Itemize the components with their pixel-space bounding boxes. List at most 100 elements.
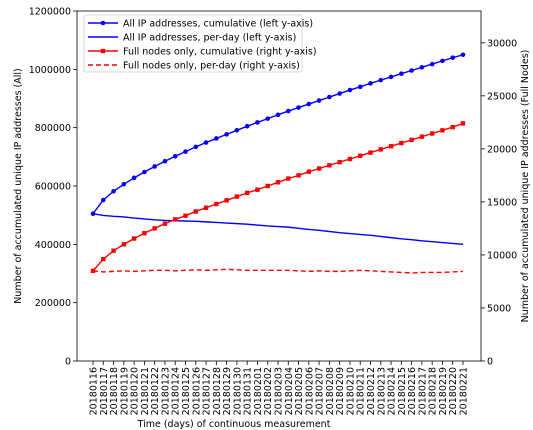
series-1-point (90, 211, 96, 217)
series-3-point (173, 217, 178, 222)
series-3-point (388, 144, 394, 149)
x-tick-label: 20180218 (428, 367, 439, 415)
x-tick-label: 20180208 (325, 367, 336, 415)
right-y-tick-label: 25000 (487, 91, 517, 102)
series-3-point (337, 159, 342, 165)
series-1-point (214, 136, 219, 141)
x-tick-label: 20180129 (222, 367, 233, 415)
right-y-tick-label: 30000 (487, 38, 517, 49)
series-line-2 (92, 213, 464, 246)
right-y-tick-label: 15000 (487, 197, 517, 208)
series-1-point (306, 101, 312, 107)
series-line-4 (92, 268, 464, 274)
series-1-point (388, 74, 394, 80)
left-y-tick-label: 1000000 (29, 65, 71, 76)
series-1-point (368, 81, 373, 86)
series-3-point (131, 236, 137, 241)
x-tick-label: 20180211 (356, 367, 367, 415)
series-3-point (101, 256, 106, 262)
x-tick-label: 20180117 (99, 367, 110, 415)
series-3-point (429, 131, 435, 136)
series-3-point (90, 268, 96, 274)
x-tick-label: 20180123 (160, 367, 171, 415)
x-tick-label: 20180214 (387, 367, 398, 415)
legend-marker-3 (100, 48, 106, 54)
series-1-point (152, 164, 157, 169)
series-3-point (111, 248, 116, 253)
series-1-point (357, 84, 363, 90)
series-1-point (419, 64, 425, 70)
x-tick-label: 20180121 (140, 367, 151, 415)
x-tick-label: 20180125 (181, 367, 192, 415)
series-3-point (214, 201, 219, 207)
left-y-tick-label: 200000 (35, 298, 71, 309)
series-1-point (429, 61, 435, 67)
series-1-point (337, 91, 342, 96)
series-1-point (316, 98, 322, 103)
legend-marker-1 (100, 20, 106, 26)
series-3-point (306, 169, 312, 174)
series-3-point (142, 230, 147, 236)
x-axis: 20180116 20180117 20180118 20180119 20180120… (89, 361, 470, 415)
series-3-point (193, 209, 198, 214)
series-1-point (121, 181, 127, 187)
series-1-point (460, 52, 466, 58)
series-1-point (255, 120, 260, 125)
x-tick-label: 20180209 (335, 367, 346, 415)
series-3-point (255, 187, 260, 192)
series-line-3 (92, 122, 464, 272)
series-3-point (152, 226, 157, 231)
x-tick-label: 20180119 (119, 367, 130, 415)
series-1-point (450, 55, 456, 60)
legend: All IP addresses, cumulative (left y-axi… (83, 14, 317, 73)
x-tick-label: 20180130 (232, 367, 243, 415)
x-tick-label: 20180206 (304, 367, 315, 415)
series-1-point (275, 112, 281, 118)
series-3-point (347, 156, 353, 162)
series-1-point (347, 87, 353, 93)
series-1-point (162, 158, 168, 164)
left-y-axis-label: Number of accumulated unique IP addresse… (13, 68, 24, 303)
series-3-point (265, 183, 270, 189)
series-1-point (409, 68, 414, 73)
x-tick-label: 20180116 (89, 367, 100, 415)
series-1-point (142, 169, 147, 175)
series-1-point (203, 140, 209, 145)
left-y-tick-label: 600000 (35, 182, 71, 193)
x-tick-label: 20180205 (294, 367, 305, 415)
right-y-tick-label: 20000 (487, 144, 517, 155)
left-y-tick-label: 800000 (35, 123, 71, 134)
right-y-tick-label: 0 (487, 357, 493, 368)
series-3-point (419, 134, 425, 139)
series-3-point (234, 194, 240, 199)
right-y-axis: 0 5000 10000 15000 20000 25000 30000 (481, 38, 517, 368)
x-tick-label: 20180207 (315, 367, 326, 415)
x-tick-label: 20180215 (397, 367, 408, 415)
legend-label-2: All IP addresses, per-day (left y-axis) (123, 33, 296, 44)
series-3-point (224, 198, 229, 203)
x-tick-label: 20180203 (274, 367, 285, 415)
x-tick-label: 20180216 (407, 367, 418, 415)
series-layer (90, 52, 466, 274)
x-tick-label: 20180120 (130, 367, 141, 415)
x-tick-label: 20180220 (448, 367, 459, 415)
series-1-point (327, 94, 332, 100)
series-3-point (450, 124, 455, 130)
legend-label-4: Full nodes only, per-day (right y-axis) (123, 61, 300, 72)
series-3-point (460, 121, 466, 126)
series-3-point (440, 128, 445, 133)
series-1-point (193, 144, 199, 150)
x-tick-label: 20180128 (212, 367, 223, 415)
series-3-point (368, 150, 373, 155)
x-tick-label: 20180219 (438, 367, 449, 415)
right-y-tick-label: 5000 (487, 303, 511, 314)
series-3-point (409, 137, 414, 143)
x-tick-label: 20180213 (376, 367, 387, 415)
series-1-point (183, 149, 188, 154)
x-tick-label: 20180124 (171, 367, 182, 415)
series-1-point (100, 197, 106, 203)
series-1-point (440, 58, 445, 64)
series-3-point (183, 213, 188, 218)
right-y-axis-label: Number of accumulated unique IP addresse… (520, 50, 531, 323)
series-1-point (111, 188, 116, 194)
